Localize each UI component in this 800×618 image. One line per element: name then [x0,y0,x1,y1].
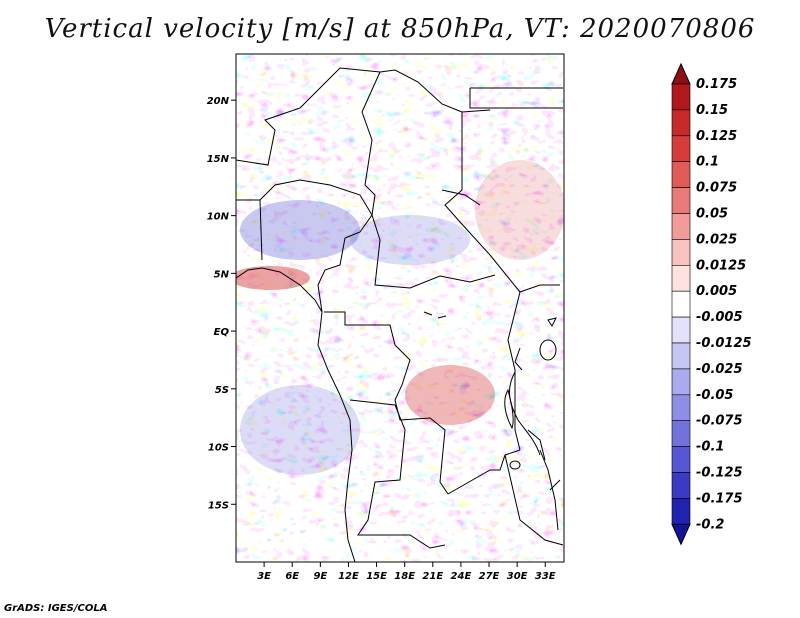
country-borders [236,67,564,562]
colorbar-swatch [671,213,691,240]
colorbar-label: 0.075 [696,181,737,196]
colorbar-label: 0.1 [696,155,719,170]
grads-footer: GrADS: IGES/COLA [4,603,108,614]
lon-tick-label: 24E [451,571,472,582]
lon-tick-label: 27E [479,571,500,582]
colorbar-label: -0.005 [696,310,743,325]
lon-tick-label: 3E [257,571,271,582]
lat-tick-label: 5N [214,269,230,280]
latitude-axis: 20N 15N 10N 5N EQ 5S 10S 15S [207,96,236,511]
colorbar-swatch [671,446,691,473]
colorbar-swatch [671,135,691,163]
colorbar-label: 0.05 [696,207,728,222]
lat-tick-label: 15S [208,500,229,511]
colorbar-swatch [671,239,691,266]
colorbar-label: -0.0125 [696,336,752,351]
lon-tick-label: 30E [507,571,528,582]
lon-tick-label: 18E [394,571,415,582]
colorbar-label: 0.0125 [696,258,746,273]
lat-tick-label: 15N [207,154,230,165]
colorbar-label: 0.005 [696,284,737,299]
colorbar-swatch [671,264,691,292]
colorbar-swatch [671,342,691,370]
colorbar-label: -0.125 [696,466,743,481]
colorbar-label: -0.175 [696,491,743,506]
colorbar-swatch [671,187,691,214]
colorbar-label: -0.2 [696,517,724,532]
colorbar-swatch [671,83,691,111]
lon-tick-label: 15E [366,571,387,582]
lon-tick-label: 33E [535,571,556,582]
colorbar-labels: 0.175 0.15 0.125 0.1 0.075 0.05 0.025 0.0125 0.0… [696,77,752,532]
colorbar-swatch [671,368,691,396]
lon-tick-label: 9E [313,571,327,582]
map-frame [235,53,565,563]
colorbar-swatch [671,316,691,344]
colorbar-bottom-arrow [671,523,691,546]
colorbar-swatch [671,472,691,499]
lat-tick-label: EQ [214,327,230,338]
colorbar-top-arrow [671,62,691,85]
lat-tick-label: 10S [208,443,229,454]
lat-tick-label: 10N [207,212,230,223]
lon-tick-label: 6E [285,571,299,582]
lon-tick-label: 12E [338,571,359,582]
lat-tick-label: 20N [207,96,230,107]
longitude-axis: 3E 6E 9E 12E 15E 18E 21E 24E 27E 30E 33E [257,562,556,582]
colorbar-swatch [671,161,691,188]
colorbar-label: 0.025 [696,232,737,247]
colorbar-swatch [671,109,691,137]
colorbar-label: -0.075 [696,414,743,429]
lat-tick-label: 5S [215,385,229,396]
colorbar-swatch [671,394,691,421]
colorbar-swatch [671,498,691,525]
colorbar-label: -0.1 [696,440,724,455]
colorbar-label: 0.175 [696,77,737,92]
lon-tick-label: 21E [422,571,443,582]
colorbar-swatch [671,420,691,447]
colorbar-label: -0.025 [696,362,743,377]
colorbar-swatch [671,290,691,318]
colorbar [671,62,691,546]
colorbar-label: 0.125 [696,129,737,144]
colorbar-label: 0.15 [696,103,728,118]
lakes [423,311,557,470]
colorbar-label: -0.05 [696,388,733,403]
vertical-velocity-field [236,54,564,562]
map-title: Vertical velocity [m/s] at 850hPa, VT: 2… [44,14,756,44]
